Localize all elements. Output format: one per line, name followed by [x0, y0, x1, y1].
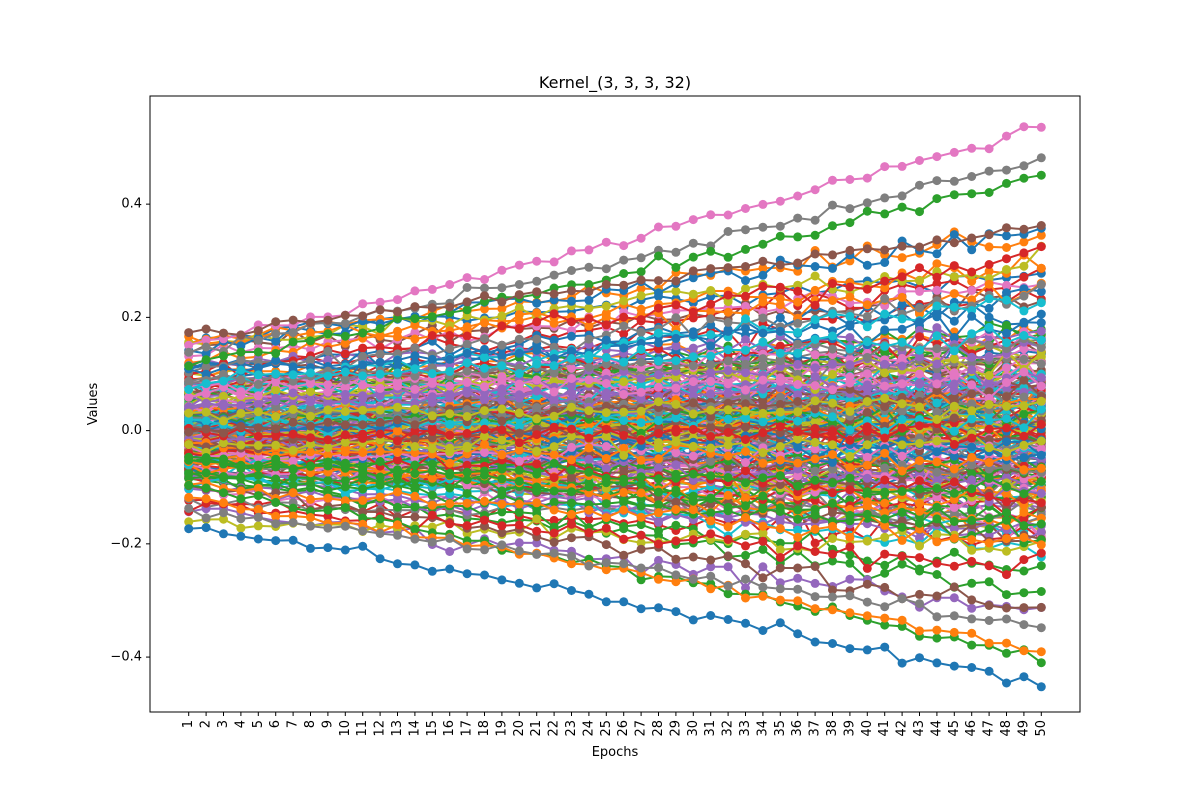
- data-point: [793, 525, 803, 535]
- data-point: [897, 559, 907, 569]
- data-point: [636, 494, 646, 504]
- data-point: [619, 329, 629, 339]
- data-point: [480, 325, 489, 335]
- data-point: [1002, 590, 1011, 600]
- data-point: [932, 570, 942, 579]
- data-point: [949, 524, 959, 534]
- data-point: [967, 506, 977, 515]
- data-point: [549, 515, 559, 525]
- data-point: [967, 578, 977, 588]
- series-layer: [184, 122, 1046, 692]
- data-point: [723, 513, 733, 523]
- data-point: [880, 568, 890, 578]
- data-point: [1019, 272, 1029, 282]
- data-point: [741, 550, 750, 560]
- data-point: [845, 558, 855, 568]
- data-point: [1036, 587, 1046, 596]
- data-point: [654, 517, 663, 527]
- data-point: [828, 556, 837, 566]
- data-point: [932, 279, 942, 289]
- data-point: [1019, 588, 1029, 598]
- data-point: [758, 544, 768, 554]
- data-point: [984, 577, 994, 587]
- data-point: [584, 514, 594, 524]
- data-point: [393, 494, 402, 504]
- data-point: [810, 538, 820, 548]
